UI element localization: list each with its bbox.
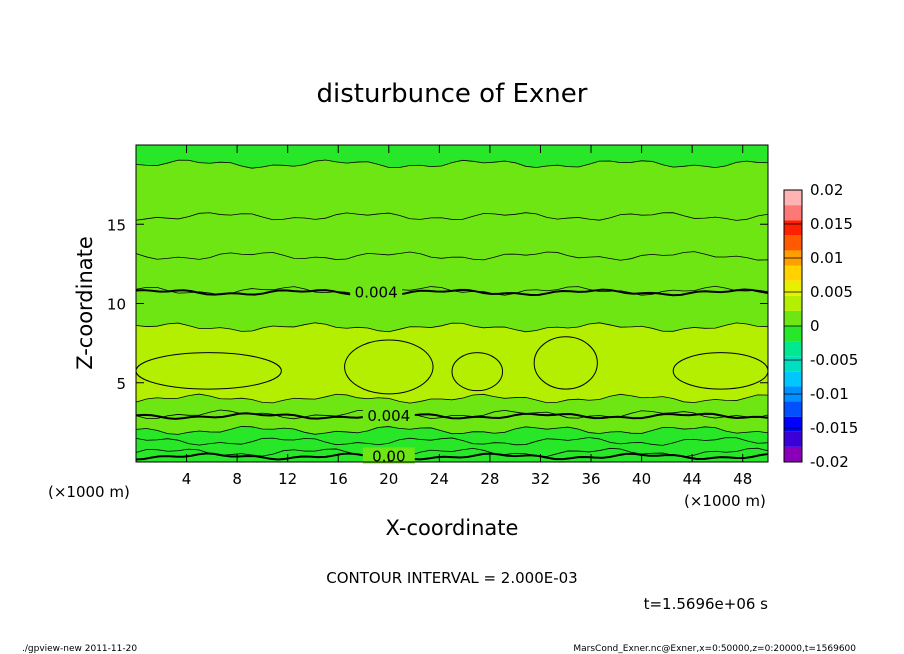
colorbar-cell [784,326,802,342]
contour-band [136,212,768,261]
x-tick-label: 16 [329,470,348,488]
x-unit-right: (×1000 m) [684,492,766,510]
x-tick-label: 8 [232,470,242,488]
contour-band [136,322,768,404]
colorbar-cell [784,371,802,387]
x-axis: 4 8 12 16 20 24 28 32 36 40 44 48 [182,145,752,488]
contour-interval-text: CONTOUR INTERVAL = 2.000E-03 [326,569,577,587]
contour-line [135,426,769,435]
y-tick-label: 15 [107,216,126,234]
contour-label: 0.004 [355,283,398,301]
x-axis-label: X-coordinate [386,516,519,540]
contour-line [135,251,769,261]
colorbar-cell [784,341,802,357]
colorbar-cell [784,356,802,372]
x-tick-label: 24 [430,470,449,488]
y-tick-label: 10 [107,296,126,314]
contour-band [136,448,768,462]
colorbar-cell [784,416,802,432]
y-tick-label: 5 [116,375,126,393]
contour-label: 0.004 [367,407,410,425]
contour-band [136,251,768,296]
contour-band [136,437,768,457]
contour-line [135,159,769,169]
contour-cell [344,339,434,395]
contour-band [136,426,768,446]
colorbar-cell [784,235,802,251]
contour-band [136,145,768,169]
contour-line [135,447,769,458]
contour-cell [533,336,598,390]
chart-title: disturbunce of Exner [317,79,588,109]
x-tick-label: 44 [683,470,702,488]
y-axis-label: Z-coordinate [73,236,97,370]
contour-cell [135,352,282,390]
colorbar-cell [784,401,802,417]
contour-band [136,394,768,419]
contour-band [136,160,768,221]
contour-line-labeled [135,452,769,461]
contour-label-bg [362,407,415,424]
colorbar-tick-label: 0.015 [810,215,853,233]
colorbar-cell [784,446,802,462]
colorbar-cell [784,310,802,326]
colorbar-tick-label: -0.01 [810,385,849,403]
colorbar-tick-label: 0.01 [810,249,843,267]
contour-band [136,410,768,435]
colorbar-cell [784,280,802,296]
x-tick-label: 12 [278,470,297,488]
colorbar-tick-label: 0.02 [810,181,843,199]
contour-line [135,437,769,446]
colorbar-cell [784,265,802,281]
footer-right: MarsCond_Exner.nc@Exner,x=0:50000,z=0:20… [573,644,856,654]
contour-line [135,393,769,404]
x-tick-label: 28 [480,470,499,488]
colorbar-tick-label: -0.02 [810,453,849,471]
colorbar-tick-label: -0.015 [810,419,858,437]
contour-band [136,286,768,332]
contour-label-bg [350,283,403,300]
contour-line-labeled [135,412,769,420]
colorbar: 0.02 0.015 0.01 0.005 0 -0.005 -0.01 -0.015 -0.0… [783,181,858,471]
colorbar-tick-label: 0.005 [810,283,853,301]
contour-line [135,322,769,333]
time-text: t=1.5696e+06 s [644,595,769,613]
colorbar-cell [784,431,802,447]
x-tick-label: 20 [379,470,398,488]
x-tick-label: 32 [531,470,550,488]
colorbar-cell [784,220,802,236]
contour-cell [451,352,504,392]
contour-line [135,212,769,221]
contour-line-labeled [135,288,769,297]
x-tick-label: 36 [581,470,600,488]
footer-left: ./gpview-new 2011-11-20 [22,644,137,654]
x-tick-label: 48 [733,470,752,488]
colorbar-tick-label: 0 [810,317,820,335]
contour-fill [135,145,769,462]
colorbar-tick-label: -0.005 [810,351,858,369]
contour-cell [672,352,769,390]
colorbar-cell [784,190,802,206]
x-tick-label: 4 [182,470,192,488]
x-unit-left: (×1000 m) [48,483,130,501]
y-axis: 5 10 15 [107,216,768,393]
colorbar-cell [784,205,802,221]
x-tick-label: 40 [632,470,651,488]
colorbar-cell [784,295,802,311]
